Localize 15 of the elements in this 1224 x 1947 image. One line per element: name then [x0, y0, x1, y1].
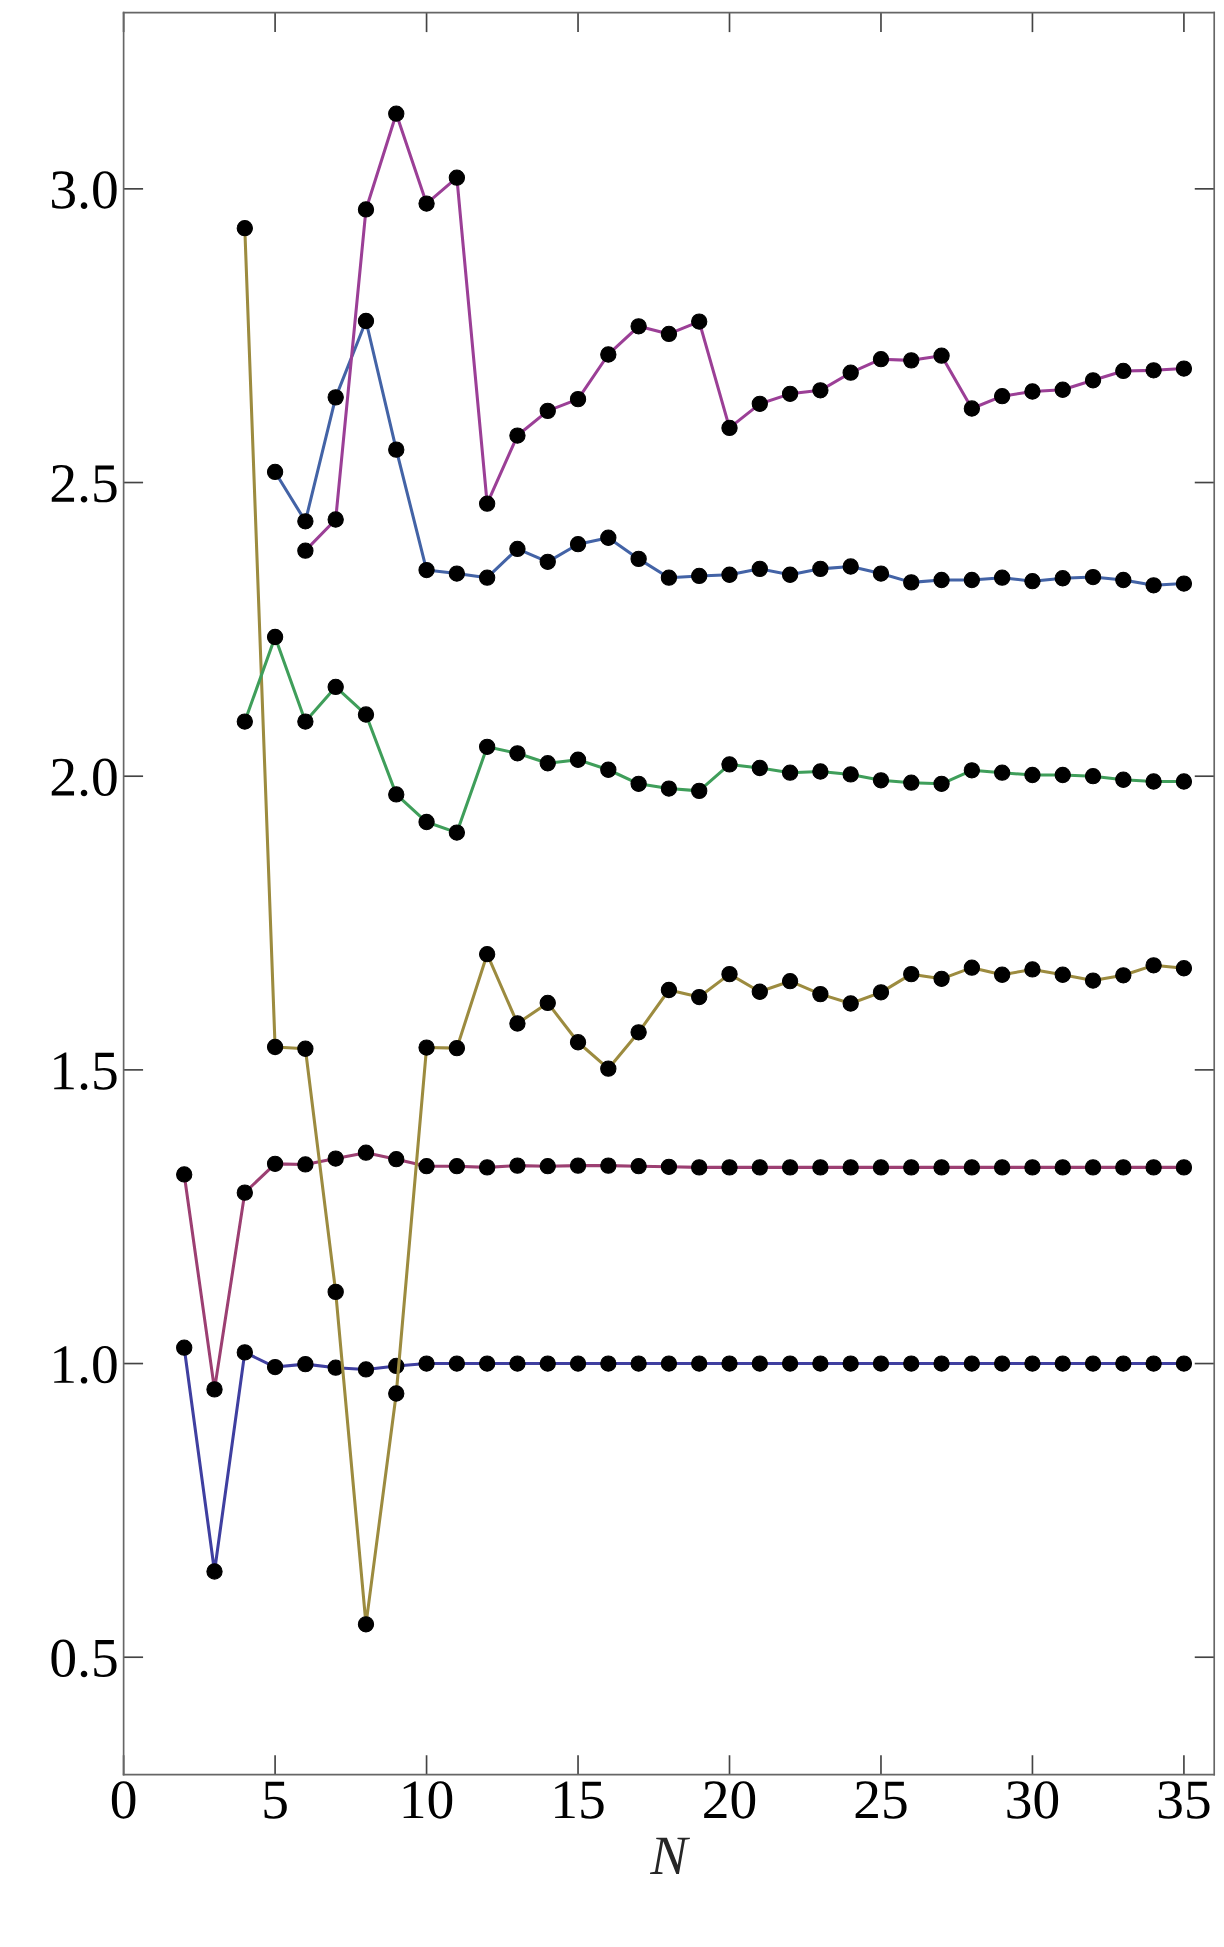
y-tick-label: 2.0 — [51, 758, 117, 797]
y-tick-label: 0.5 — [51, 1639, 117, 1678]
x-tick-label: 10 — [403, 1781, 453, 1819]
y-tick-label: 2.5 — [51, 465, 117, 503]
x-tick-label: 5 — [264, 1781, 287, 1819]
x-tick-label: 35 — [1158, 1781, 1210, 1819]
x-tick-label: 20 — [704, 1781, 756, 1819]
x-tick-label: 25 — [855, 1781, 907, 1819]
x-tick-label: 0 — [111, 1781, 136, 1819]
x-tick-label: 30 — [1007, 1781, 1059, 1819]
x-tick-label: 15 — [555, 1781, 604, 1819]
y-tick-label: 1.5 — [54, 1052, 117, 1090]
y-tick-label: 1.0 — [54, 1345, 117, 1384]
y-tick-label: 3.0 — [51, 171, 117, 209]
x-axis-title: N — [649, 1837, 691, 1875]
